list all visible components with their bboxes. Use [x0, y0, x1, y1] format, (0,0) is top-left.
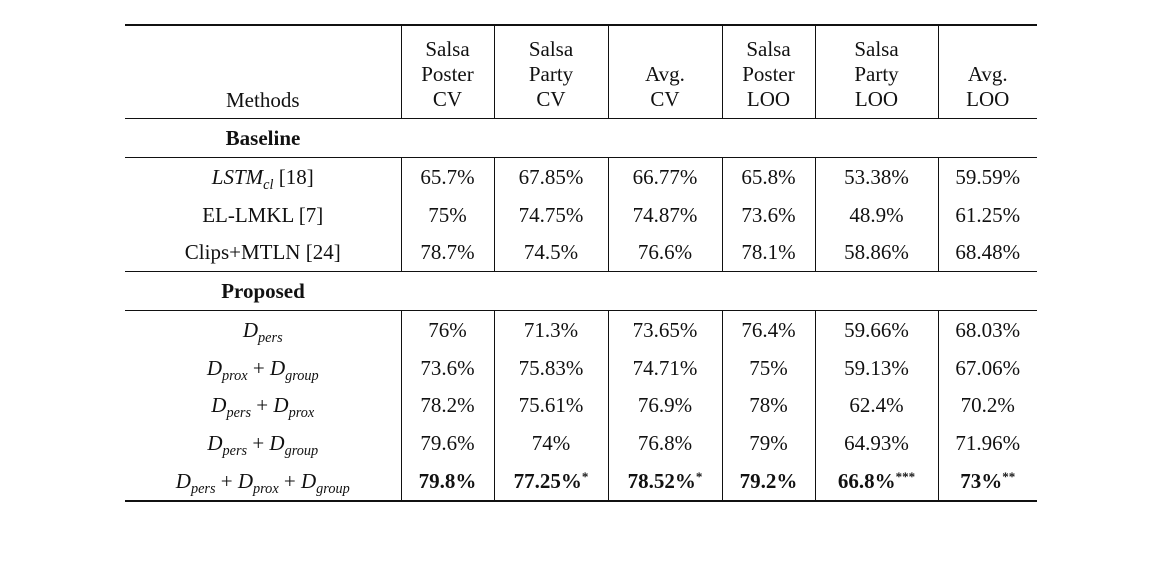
table-cell: 65.7%: [400, 157, 494, 196]
significance-mark: *: [695, 468, 703, 484]
method-name: Dpers: [242, 317, 283, 346]
table-row: Dpers + Dgroup 79.6% 74% 76.8% 79% 64.93% 71.9…: [125, 424, 1037, 462]
significance-mark: *: [581, 468, 589, 484]
table-cell: 71.3%: [493, 310, 608, 349]
table-cell: 73.65%: [607, 310, 722, 349]
table-cell: 74.75%: [493, 195, 608, 234]
table-cell: 66.8%***: [814, 461, 938, 502]
col-header-salsa-party-loo: Salsa Party LOO: [814, 24, 938, 119]
table-cell: 67.85%: [493, 157, 608, 196]
section-proposed: Proposed: [125, 271, 1037, 312]
method-name: LSTMcl [18]: [211, 164, 314, 193]
table-cell: 73.6%: [721, 195, 815, 234]
table-cell: 74%: [493, 424, 608, 462]
methods-header: Methods: [125, 24, 401, 119]
section-label-proposed: Proposed: [125, 271, 401, 312]
table-row: Clips+MTLN [24] 78.7% 74.5% 76.6% 78.1% 58.86…: [125, 233, 1037, 273]
table-cell: 64.93%: [814, 424, 938, 462]
results-table: Methods Salsa Poster CV Salsa Party CV Avg. C…: [125, 24, 1037, 502]
table-cell: 78.52%*: [607, 461, 722, 502]
significance-mark: ***: [895, 468, 916, 484]
table-cell: 73%**: [937, 461, 1037, 502]
table-cell: 76.8%: [607, 424, 722, 462]
header-row: Methods Salsa Poster CV Salsa Party CV Avg. C…: [125, 24, 1037, 119]
table-cell: 76.4%: [721, 310, 815, 349]
table-cell: 71.96%: [937, 424, 1037, 462]
table-cell: 76%: [400, 310, 494, 349]
table-cell: 75.83%: [493, 348, 608, 387]
method-name: Dpers + Dprox + Dgroup: [125, 461, 401, 502]
col-header-salsa-party-cv: Salsa Party CV: [493, 24, 608, 119]
table-cell: 68.03%: [937, 310, 1037, 349]
table-cell: 75%: [721, 348, 815, 387]
table-cell: 74.87%: [607, 195, 722, 234]
table-cell: 65.8%: [721, 157, 815, 196]
table-cell: 59.13%: [814, 348, 938, 387]
table-cell: 79%: [721, 424, 815, 462]
table-cell: 59.59%: [937, 157, 1037, 196]
table-row: Dprox + Dgroup 73.6% 75.83% 74.71% 75% 59.13%…: [125, 348, 1037, 387]
section-baseline: Baseline: [125, 118, 1037, 158]
table-cell: 75.61%: [493, 386, 608, 425]
table-row: LSTMcl [18] 65.7% 67.85% 66.77% 65.8% 53.38% 5…: [125, 157, 1037, 196]
method-name: Dpers + Dprox: [211, 393, 315, 422]
table-cell: 73.6%: [400, 348, 494, 387]
section-label-baseline: Baseline: [125, 118, 401, 158]
method-name: EL-LMKL [7]: [202, 202, 324, 227]
table-row: Dpers + Dprox + Dgroup 79.8% 77.25%* 78.52%…: [125, 461, 1037, 502]
table-cell: 70.2%: [937, 386, 1037, 425]
significance-mark: **: [1002, 468, 1016, 484]
method-name: Clips+MTLN [24]: [125, 233, 401, 273]
table-cell: 79.6%: [400, 424, 494, 462]
col-header-salsa-poster-loo: Salsa Poster LOO: [721, 24, 815, 119]
table-cell: 66.77%: [607, 157, 722, 196]
table-cell: 78%: [721, 386, 815, 425]
table-cell: 53.38%: [814, 157, 938, 196]
table-cell: 76.9%: [607, 386, 722, 425]
table-cell: 62.4%: [814, 386, 938, 425]
table-row: EL-LMKL [7] 75% 74.75% 74.87% 73.6% 48.9% 61.2…: [125, 195, 1037, 234]
table-row: Dpers + Dprox 78.2% 75.61% 76.9% 78% 62.4% 70.…: [125, 386, 1037, 425]
table-cell: 79.8%: [400, 461, 494, 502]
table-cell: 78.1%: [721, 233, 815, 273]
method-name: Dprox + Dgroup: [206, 355, 319, 384]
table-row: Dpers 76% 71.3% 73.65% 76.4% 59.66% 68.03%: [125, 310, 1037, 349]
table-cell: 77.25%*: [493, 461, 608, 502]
col-header-avg-cv: Avg. CV: [607, 24, 722, 119]
table-cell: 61.25%: [937, 195, 1037, 234]
method-name: Dpers + Dgroup: [207, 430, 319, 459]
table-cell: 67.06%: [937, 348, 1037, 387]
table-cell: 74.71%: [607, 348, 722, 387]
table-cell: 58.86%: [814, 233, 938, 273]
col-header-avg-loo: Avg. LOO: [937, 24, 1037, 119]
table-cell: 68.48%: [937, 233, 1037, 273]
table-cell: 78.2%: [400, 386, 494, 425]
table-cell: 59.66%: [814, 310, 938, 349]
table-cell: 76.6%: [607, 233, 722, 273]
table-cell: 48.9%: [814, 195, 938, 234]
table-cell: 75%: [400, 195, 494, 234]
table-cell: 74.5%: [493, 233, 608, 273]
table-cell: 78.7%: [400, 233, 494, 273]
table-cell: 79.2%: [721, 461, 815, 502]
col-header-salsa-poster-cv: Salsa Poster CV: [400, 24, 494, 119]
